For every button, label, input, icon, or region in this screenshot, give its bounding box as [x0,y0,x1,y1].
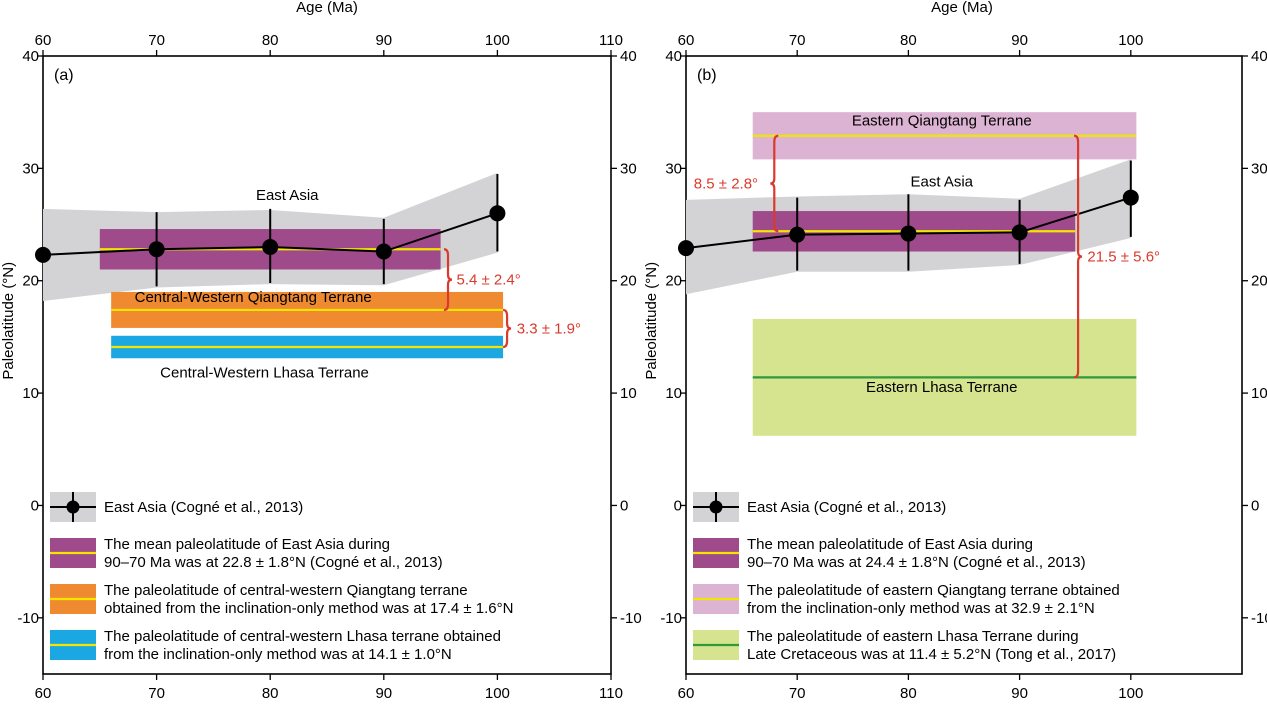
y-tick-label-right: 40 [1251,48,1267,65]
data-point [489,205,506,222]
y-tick-label-left: 0 [31,497,39,514]
x-tick-label-bottom: 90 [1011,685,1028,702]
x-axis-title: Age (Ma) [296,0,358,16]
legend-text: The paleolatitude of eastern Qiangtang t… [747,582,1120,599]
legend-text: The paleolatitude of central-western Qia… [104,582,468,599]
x-tick-label-bottom: 100 [1118,685,1143,702]
y-tick-label-left: 20 [22,273,39,290]
x-tick-label-top: 100 [1118,32,1143,49]
difference-annotation: 3.3 ± 1.9° [517,320,581,337]
difference-annotation: 5.4 ± 2.4° [457,272,521,289]
east-asia-label: East Asia [910,173,973,190]
y-tick-label-right: 10 [620,385,637,402]
panel-label: (a) [54,67,74,84]
data-point [35,246,51,263]
x-tick-label-top: 110 [599,32,623,49]
x-tick-label-top: 90 [1011,32,1028,49]
legend-text: Late Cretaceous was at 11.4 ± 5.2°N (Ton… [747,646,1116,663]
y-tick-label-right: 0 [620,497,628,514]
x-tick-label-top: 70 [789,32,806,49]
data-point [678,240,694,257]
data-point [789,226,806,243]
plot-frame [685,55,1243,675]
x-tick-label-top: 80 [262,32,279,49]
y-tick-label-right: 0 [1251,497,1259,514]
y-axis-title: Paleolatitude (°N) [643,262,660,380]
x-tick-label-top: 60 [35,32,52,49]
y-tick-label-left: -10 [17,610,39,627]
legend-text: The mean paleolatitude of East Asia duri… [747,536,1033,553]
difference-annotation: 21.5 ± 5.6° [1087,249,1160,266]
legend-text: East Asia (Cogné et al., 2013) [104,499,303,516]
legend: East Asia (Cogné et al., 2013) The mean p… [50,492,513,663]
east-asia-label: East Asia [256,187,319,204]
data-point [375,243,392,260]
difference-brace [443,248,453,312]
y-tick-label-left: 0 [674,497,682,514]
y-tick-label-left: 40 [665,48,682,65]
legend-text: from the inclination-only method was at … [104,646,452,663]
x-tick-label-bottom: 80 [900,685,917,702]
x-tick-label-bottom: 100 [485,685,510,702]
y-tick-label-right: -10 [620,610,642,627]
y-tick-label-right: 30 [620,160,637,177]
x-tick-label-top: 90 [375,32,392,49]
legend-text: 90–70 Ma was at 22.8 ± 1.8°N (Cogné et a… [104,554,443,571]
x-tick-label-top: 80 [900,32,917,49]
x-tick-label-top: 100 [485,32,510,49]
x-tick-label-top: 70 [148,32,165,49]
legend-text: East Asia (Cogné et al., 2013) [747,499,946,516]
terrane-label: Central-Western Qiangtang Terrane [135,289,372,306]
legend-text: from the inclination-only method was at … [747,600,1095,617]
data-point [900,225,917,242]
data-point [262,239,279,256]
terrane-label: Eastern Qiangtang Terrane [852,113,1032,130]
y-tick-label-left: 10 [22,385,39,402]
legend-swatch-point [66,500,80,514]
y-tick-label-left: 20 [665,273,682,290]
y-tick-label-right: -10 [1251,610,1267,627]
terrane-label: Central-Western Lhasa Terrane [160,364,369,381]
terrane-label: Eastern Lhasa Terrane [866,379,1018,396]
x-tick-label-bottom: 60 [678,685,695,702]
x-tick-label-bottom: 60 [35,685,52,702]
y-tick-label-right: 40 [620,48,637,65]
legend-swatch-point [709,500,723,514]
y-tick-label-right: 30 [1251,160,1267,177]
legend-text: The paleolatitude of eastern Lhasa Terra… [747,628,1079,645]
y-tick-label-left: 30 [665,160,682,177]
y-axis-title: Paleolatitude (°N) [0,262,17,380]
plot-frame [42,55,612,675]
y-tick-label-left: 30 [22,160,39,177]
y-tick-label-left: 40 [22,48,39,65]
x-tick-label-bottom: 110 [599,685,623,702]
difference-annotation: 8.5 ± 2.8° [694,176,758,193]
x-tick-label-bottom: 80 [262,685,279,702]
data-point [1122,189,1139,206]
x-tick-label-bottom: 70 [148,685,165,702]
y-tick-label-left: 10 [665,385,682,402]
x-tick-label-top: 60 [678,32,695,49]
panel-label: (b) [697,67,717,84]
y-tick-label-left: -10 [660,610,682,627]
difference-brace [770,134,779,233]
legend-text: The mean paleolatitude of East Asia duri… [104,536,390,553]
x-axis-title: Age (Ma) [931,0,993,16]
data-point [1011,224,1028,241]
legend-text: The paleolatitude of central-western Lha… [104,628,501,645]
y-tick-label-right: 20 [620,273,637,290]
x-tick-label-bottom: 70 [789,685,806,702]
legend-text: obtained from the inclination-only metho… [104,600,513,617]
legend-text: 90–70 Ma was at 24.4 ± 1.8°N (Cogné et a… [747,554,1086,571]
data-point [148,241,165,258]
y-tick-label-right: 20 [1251,273,1267,290]
difference-brace [502,308,512,349]
legend: East Asia (Cogné et al., 2013) The mean p… [693,492,1120,663]
x-tick-label-bottom: 90 [375,685,392,702]
y-tick-label-right: 10 [1251,385,1267,402]
